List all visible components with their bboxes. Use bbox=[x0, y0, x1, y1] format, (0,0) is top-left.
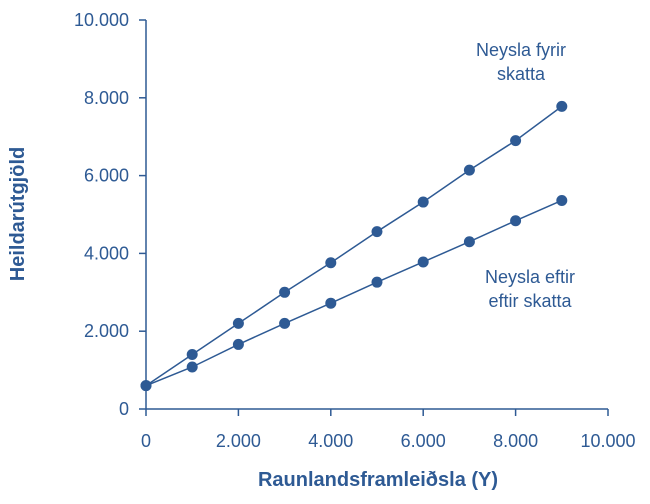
data-point bbox=[279, 317, 291, 329]
data-point bbox=[510, 135, 522, 147]
y-axis-title: Heildarútgjöld bbox=[7, 147, 29, 281]
data-point bbox=[232, 338, 244, 350]
series-labels: Neysla fyrir skatta Neysla eftir eftir skat… bbox=[476, 40, 575, 311]
x-tick-label: 2.000 bbox=[216, 431, 261, 451]
y-tick-label: 8.000 bbox=[84, 88, 129, 108]
series-2 bbox=[140, 194, 568, 392]
axes bbox=[145, 20, 608, 410]
y-tick-label: 0 bbox=[119, 399, 129, 419]
data-point bbox=[417, 256, 429, 268]
series-line bbox=[145, 199, 563, 387]
series-line bbox=[145, 105, 563, 387]
data-point bbox=[417, 196, 429, 208]
data-point bbox=[325, 257, 337, 269]
x-tick-label: 6.000 bbox=[401, 431, 446, 451]
data-point bbox=[556, 100, 568, 112]
x-axis-title: Raunlandsframleiðsla (Y) bbox=[258, 469, 498, 491]
x-tick-label: 0 bbox=[141, 431, 151, 451]
y-tick-label: 2.000 bbox=[84, 321, 129, 341]
x-tick-label: 4.000 bbox=[308, 431, 353, 451]
data-point bbox=[232, 317, 244, 329]
y-tick-label: 4.000 bbox=[84, 243, 129, 263]
series-label-1: Neysla fyrir skatta bbox=[476, 40, 566, 84]
data-point bbox=[186, 361, 198, 373]
data-point bbox=[463, 164, 475, 176]
data-point bbox=[510, 215, 522, 227]
tick-labels: 0 2.000 4.000 6.000 8.000 10.000 0 2.000 4.000 6.… bbox=[74, 10, 636, 451]
x-tick-label: 10.000 bbox=[580, 431, 635, 451]
y-tick-label: 10.000 bbox=[74, 10, 129, 30]
data-point bbox=[371, 226, 383, 238]
data-point bbox=[186, 349, 198, 361]
data-point bbox=[325, 297, 337, 309]
x-tick-label: 8.000 bbox=[493, 431, 538, 451]
tick-marks bbox=[139, 19, 609, 416]
data-point bbox=[140, 380, 152, 392]
data-point bbox=[556, 194, 568, 206]
data-point bbox=[279, 286, 291, 298]
y-tick-label: 6.000 bbox=[84, 166, 129, 186]
data-point bbox=[371, 276, 383, 288]
series-1 bbox=[140, 100, 568, 392]
series-label-2: Neysla eftir eftir skatta bbox=[485, 267, 575, 311]
data-point bbox=[463, 236, 475, 248]
series-layer bbox=[140, 100, 568, 392]
